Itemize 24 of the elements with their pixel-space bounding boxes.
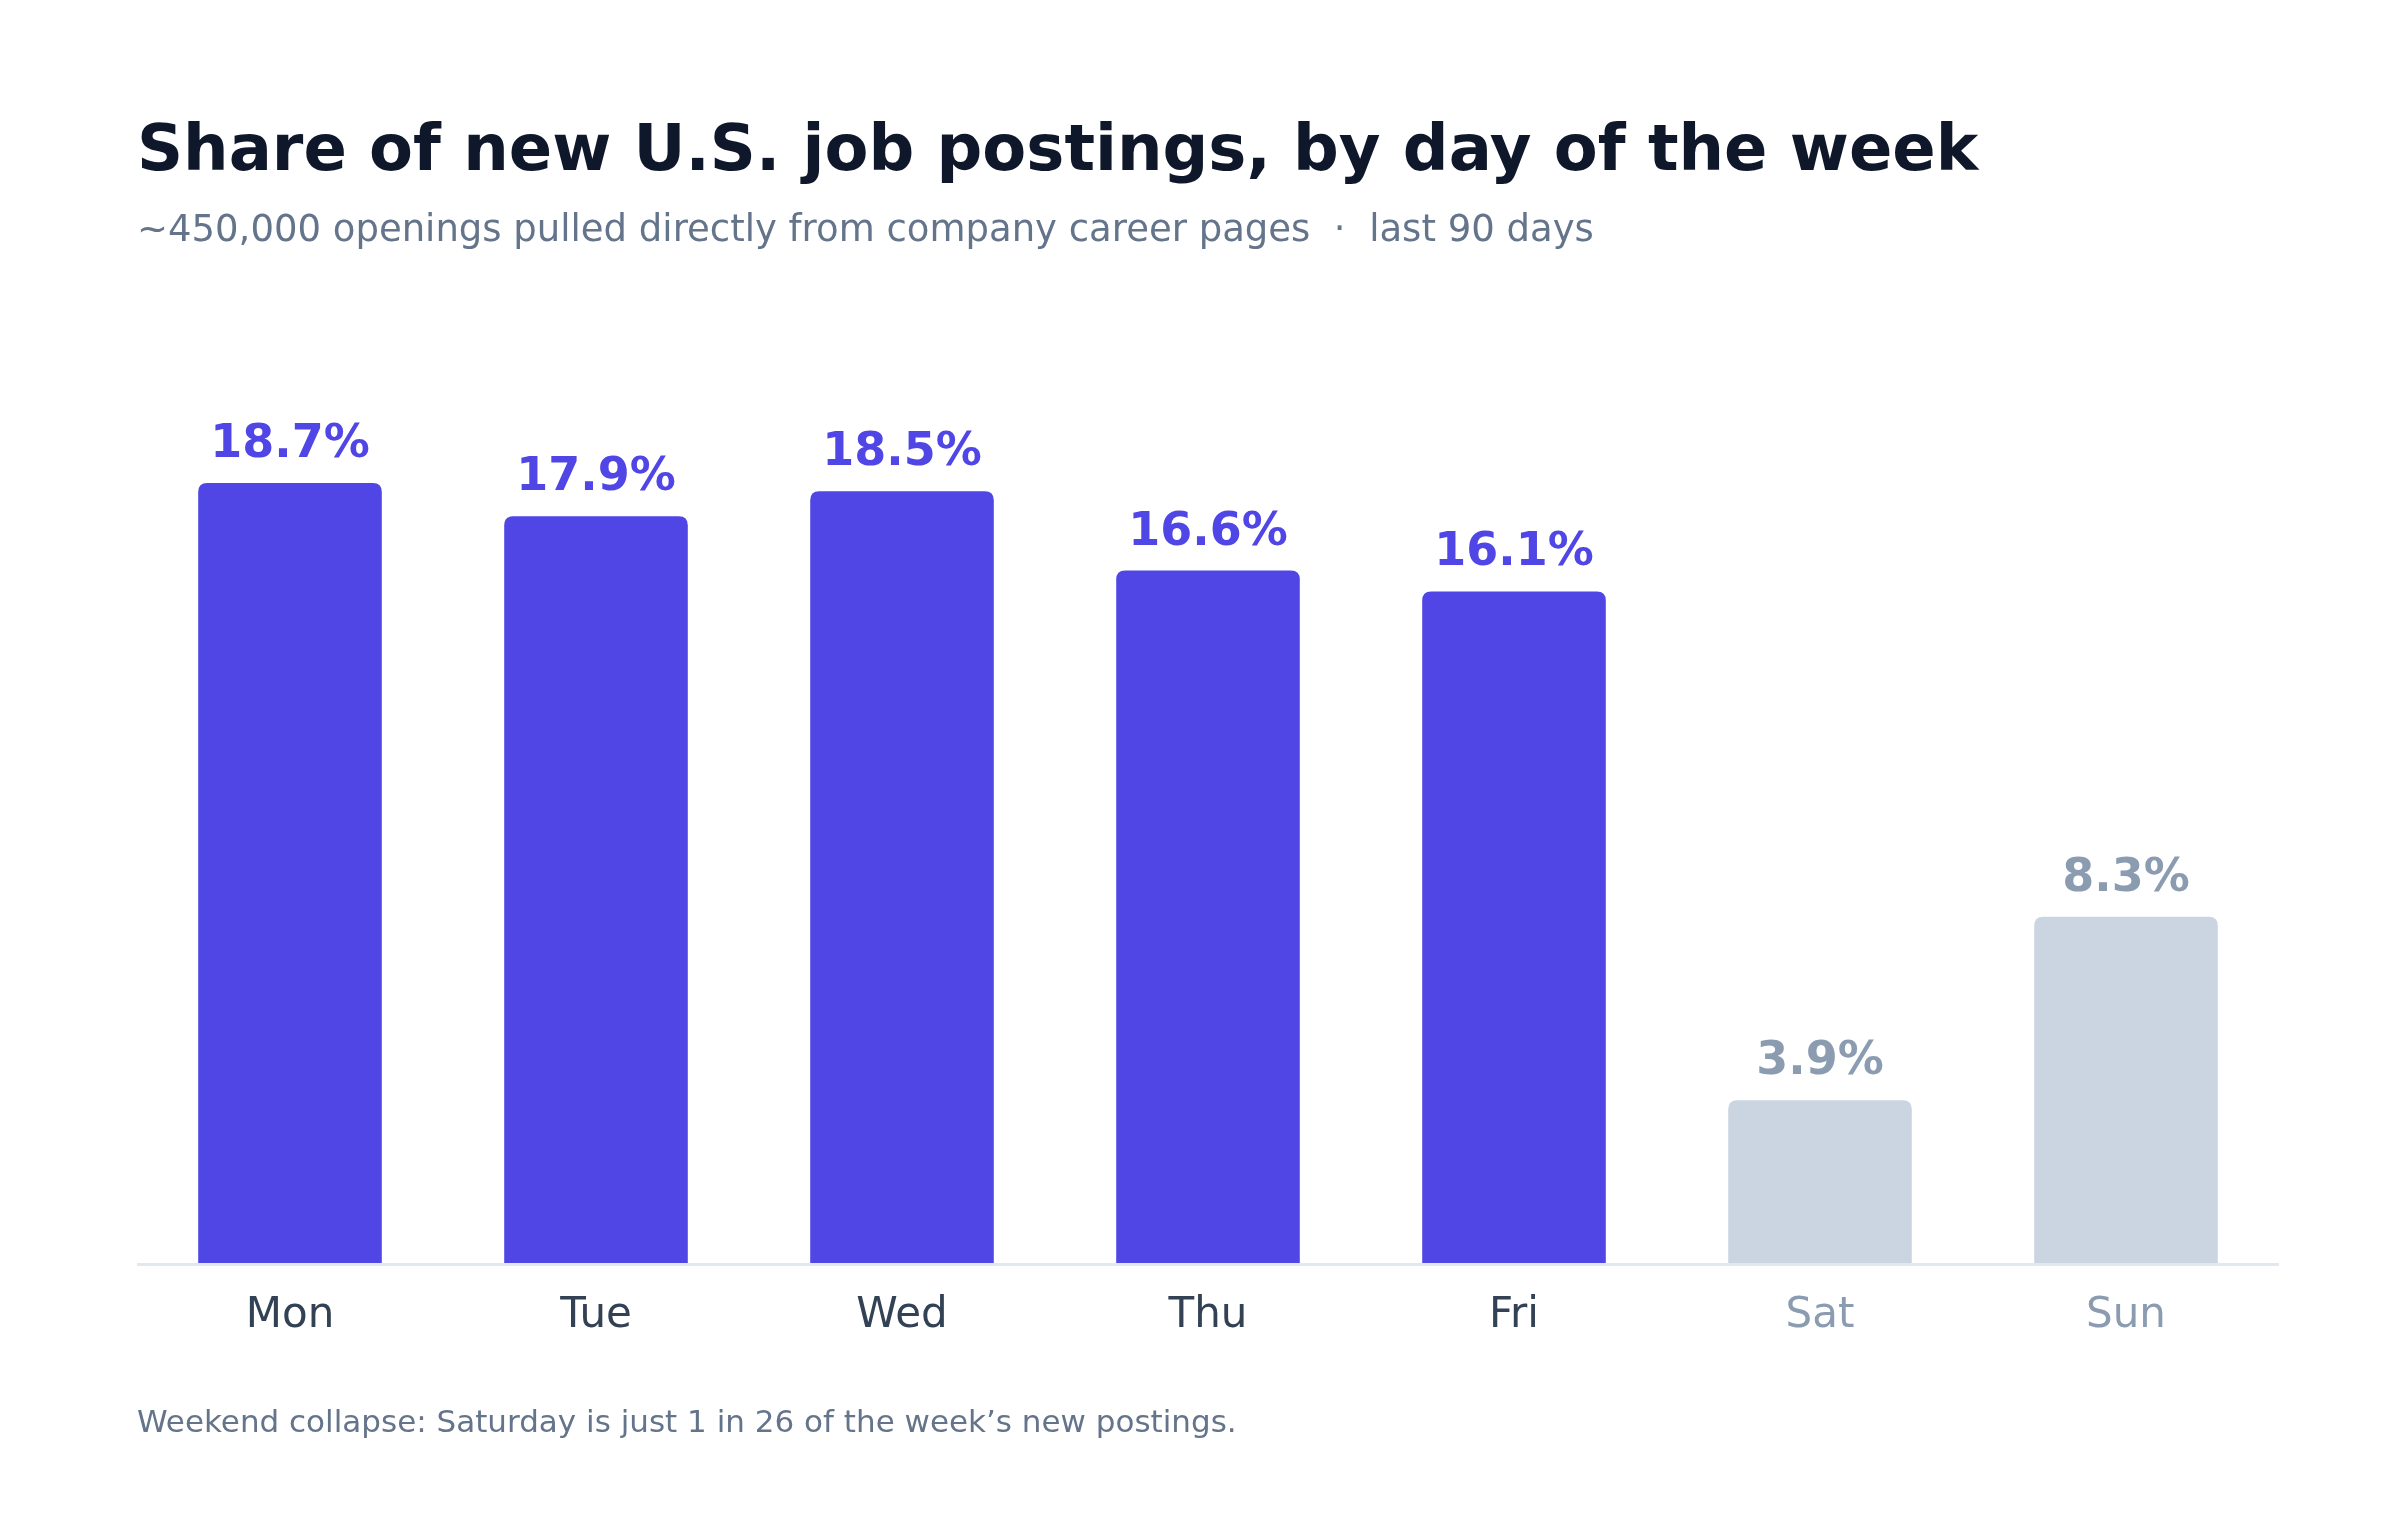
bar bbox=[2034, 916, 2218, 1263]
data-label: 17.9% bbox=[516, 447, 676, 502]
bar bbox=[1116, 570, 1300, 1263]
x-tick-label: Sat bbox=[1785, 1288, 1855, 1337]
bar bbox=[1728, 1100, 1912, 1263]
data-label: 16.6% bbox=[1128, 501, 1288, 556]
bar bbox=[504, 516, 688, 1263]
bar bbox=[810, 491, 994, 1263]
data-label: 3.9% bbox=[1756, 1031, 1884, 1086]
text: Weekend collapse: Saturday is just 1 in 26 of the week’s new postings. bbox=[137, 1403, 1237, 1439]
x-tick-label: Sun bbox=[2086, 1288, 2166, 1337]
x-tick-label: Fri bbox=[1488, 1288, 1540, 1337]
data-label: 18.7% bbox=[210, 414, 370, 468]
data-label: 18.5% bbox=[822, 422, 982, 477]
x-tick-label: Wed bbox=[856, 1288, 948, 1337]
chart-title: Share of new U.S. job postings, by day of the week bbox=[137, 111, 1980, 185]
data-label: 8.3% bbox=[2062, 847, 2190, 902]
chart-subtitle: ~450,000 openings pulled directly from company career pages · last 90 days bbox=[137, 207, 1594, 250]
bar bbox=[1422, 591, 1606, 1263]
data-label: 16.1% bbox=[1434, 522, 1594, 577]
x-tick-label: Mon bbox=[245, 1288, 335, 1337]
x-tick-label: Thu bbox=[1167, 1288, 1248, 1337]
bar bbox=[198, 483, 382, 1263]
x-tick-label: Tue bbox=[559, 1288, 632, 1337]
